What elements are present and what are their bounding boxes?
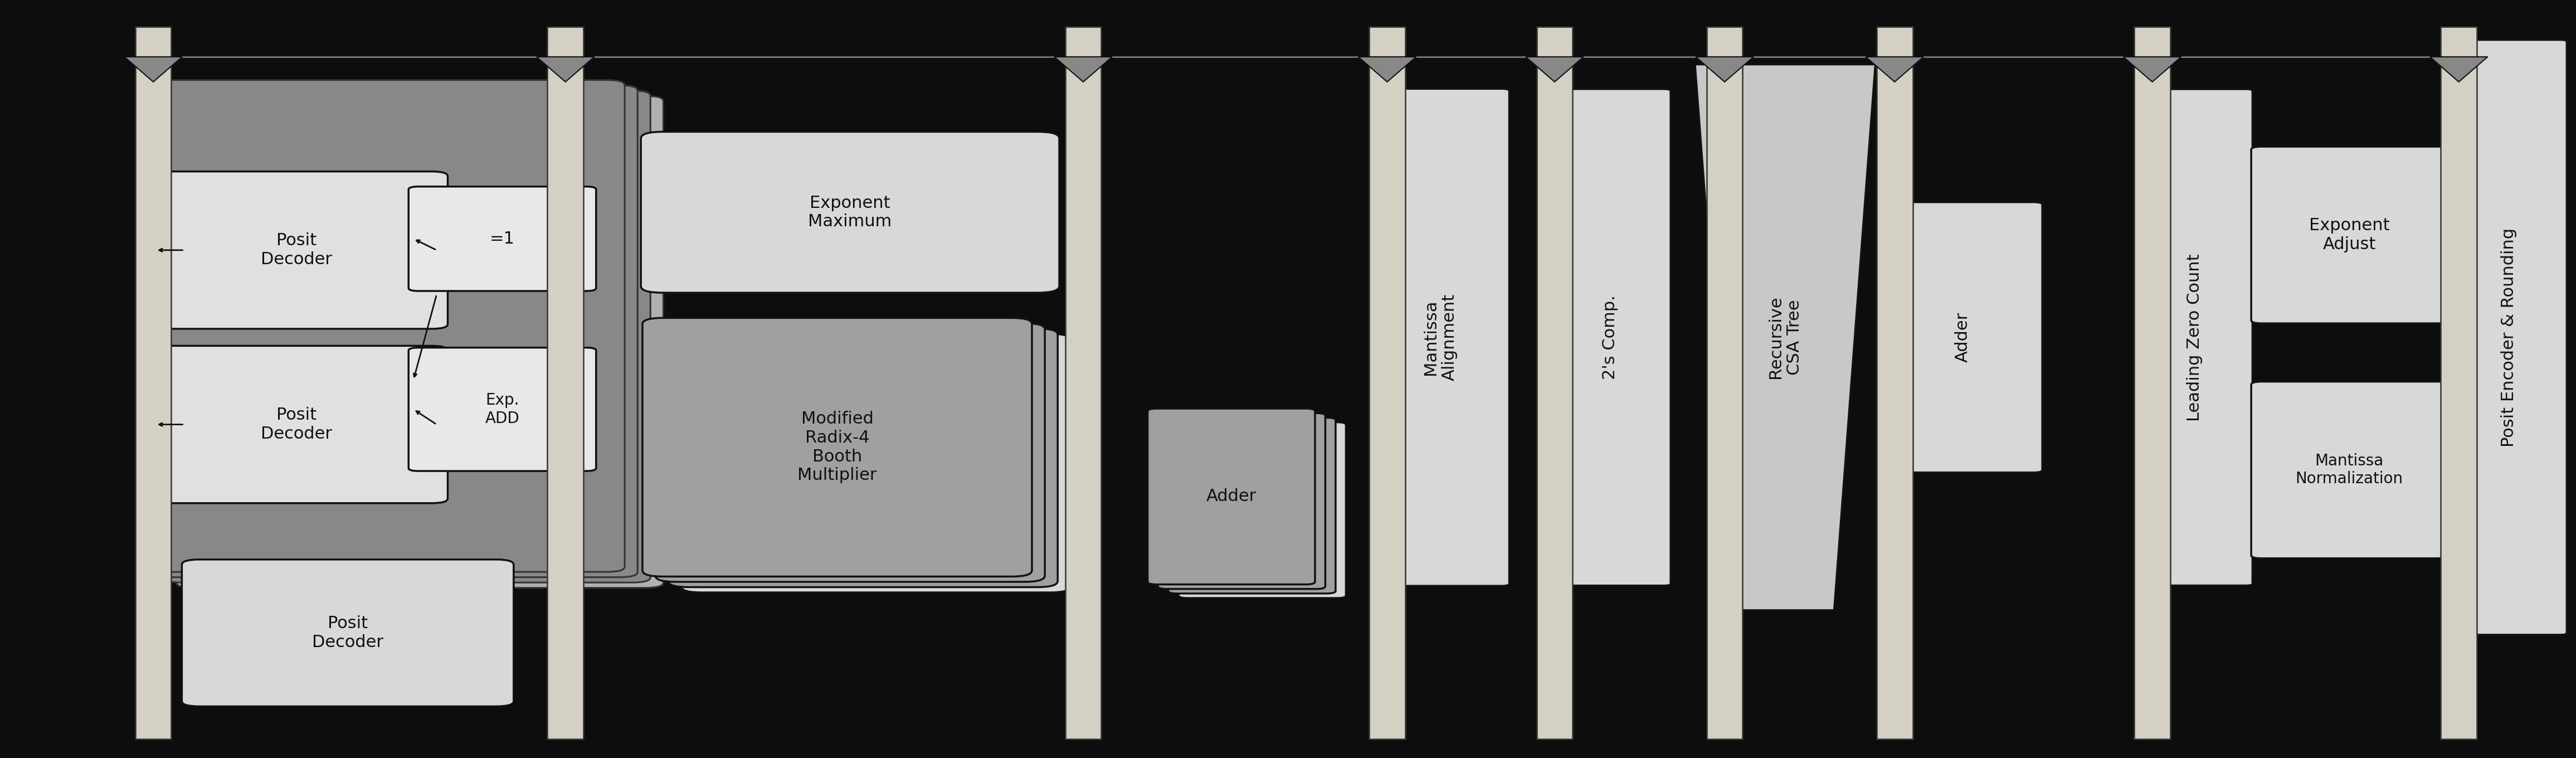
FancyBboxPatch shape bbox=[144, 171, 448, 329]
FancyBboxPatch shape bbox=[144, 346, 448, 503]
FancyBboxPatch shape bbox=[641, 318, 1033, 577]
FancyBboxPatch shape bbox=[2251, 146, 2447, 324]
Text: Leading Zero Count: Leading Zero Count bbox=[2187, 253, 2202, 421]
Text: Exponent
Adjust: Exponent Adjust bbox=[2308, 218, 2391, 252]
Text: Posit
Decoder: Posit Decoder bbox=[312, 615, 384, 650]
Bar bbox=[1538, 27, 1574, 739]
Polygon shape bbox=[1358, 57, 1417, 82]
Text: Posit Encoder & Rounding: Posit Encoder & Rounding bbox=[2501, 227, 2517, 447]
Text: Recursive
CSA Tree: Recursive CSA Tree bbox=[1767, 296, 1803, 379]
FancyBboxPatch shape bbox=[641, 132, 1059, 293]
Polygon shape bbox=[1695, 64, 1875, 610]
Text: Exponent
Maximum: Exponent Maximum bbox=[809, 195, 891, 230]
Bar bbox=[1370, 27, 1406, 739]
FancyBboxPatch shape bbox=[1883, 202, 2043, 472]
FancyBboxPatch shape bbox=[410, 186, 595, 291]
FancyBboxPatch shape bbox=[2452, 40, 2566, 634]
Text: Posit
Decoder: Posit Decoder bbox=[260, 233, 332, 268]
FancyBboxPatch shape bbox=[1370, 89, 1510, 586]
Text: =1: =1 bbox=[489, 230, 515, 247]
FancyBboxPatch shape bbox=[654, 323, 1046, 582]
FancyBboxPatch shape bbox=[165, 91, 652, 583]
Text: Adder: Adder bbox=[1955, 312, 1971, 362]
Bar bbox=[1875, 27, 1914, 739]
Polygon shape bbox=[1695, 57, 1754, 82]
FancyBboxPatch shape bbox=[667, 328, 1059, 587]
FancyBboxPatch shape bbox=[152, 86, 639, 578]
Bar bbox=[134, 27, 170, 739]
FancyBboxPatch shape bbox=[2251, 381, 2447, 559]
FancyBboxPatch shape bbox=[2138, 89, 2251, 585]
FancyBboxPatch shape bbox=[1159, 413, 1324, 589]
Polygon shape bbox=[1865, 57, 1924, 82]
Text: Exp.
ADD: Exp. ADD bbox=[484, 393, 520, 426]
Polygon shape bbox=[536, 57, 595, 82]
FancyBboxPatch shape bbox=[1170, 418, 1334, 594]
FancyBboxPatch shape bbox=[1180, 422, 1345, 598]
Text: Mantissa
Alignment: Mantissa Alignment bbox=[1422, 294, 1458, 381]
Polygon shape bbox=[124, 57, 183, 82]
FancyBboxPatch shape bbox=[175, 96, 665, 588]
Bar bbox=[2442, 27, 2478, 739]
FancyBboxPatch shape bbox=[1548, 89, 1672, 586]
FancyBboxPatch shape bbox=[410, 348, 595, 471]
FancyBboxPatch shape bbox=[139, 80, 623, 572]
Polygon shape bbox=[2429, 57, 2488, 82]
FancyBboxPatch shape bbox=[680, 334, 1072, 593]
Bar bbox=[2133, 27, 2169, 739]
Polygon shape bbox=[1054, 57, 1113, 82]
FancyBboxPatch shape bbox=[1149, 409, 1314, 584]
Polygon shape bbox=[1525, 57, 1584, 82]
Text: Modified
Radix-4
Booth
Multiplier: Modified Radix-4 Booth Multiplier bbox=[799, 411, 876, 484]
Text: Posit
Decoder: Posit Decoder bbox=[260, 407, 332, 442]
Polygon shape bbox=[2123, 57, 2182, 82]
Bar bbox=[546, 27, 582, 739]
Text: Adder: Adder bbox=[1206, 488, 1257, 505]
Bar bbox=[1705, 27, 1741, 739]
Text: Mantissa
Normalization: Mantissa Normalization bbox=[2295, 453, 2403, 487]
FancyBboxPatch shape bbox=[183, 559, 513, 706]
Text: 2's Comp.: 2's Comp. bbox=[1602, 295, 1618, 380]
Bar bbox=[1066, 27, 1103, 739]
